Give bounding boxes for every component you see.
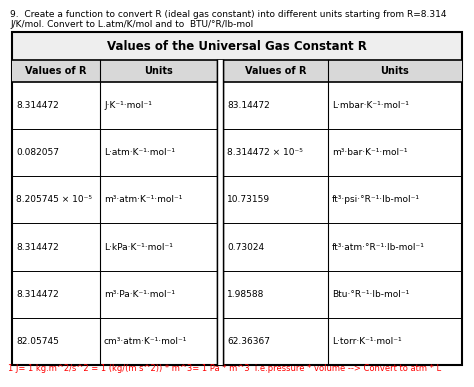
Bar bbox=[12, 60, 462, 82]
Text: Btu·°R⁻¹·lb-mol⁻¹: Btu·°R⁻¹·lb-mol⁻¹ bbox=[332, 290, 409, 299]
Text: 8.314472 × 10⁻⁵: 8.314472 × 10⁻⁵ bbox=[227, 148, 303, 157]
Text: m³·Pa·K⁻¹·mol⁻¹: m³·Pa·K⁻¹·mol⁻¹ bbox=[104, 290, 175, 299]
Text: m³·bar·K⁻¹·mol⁻¹: m³·bar·K⁻¹·mol⁻¹ bbox=[332, 148, 408, 157]
Bar bbox=[217, 60, 223, 365]
Text: 1 J= 1 kg.m^2/s^2 = 1 (kg/(m s^2)) * m^3= 1 Pa * m^3  i.e.pressure * volume --> : 1 J= 1 kg.m^2/s^2 = 1 (kg/(m s^2)) * m^3… bbox=[8, 364, 441, 373]
Text: cm³·atm·K⁻¹·mol⁻¹: cm³·atm·K⁻¹·mol⁻¹ bbox=[104, 337, 187, 346]
Text: 8.314472: 8.314472 bbox=[16, 290, 59, 299]
Text: J/K/mol. Convert to L.atm/K/mol and to  BTU/°R/lb-mol: J/K/mol. Convert to L.atm/K/mol and to B… bbox=[10, 20, 253, 29]
Text: 83.14472: 83.14472 bbox=[227, 101, 270, 110]
Bar bbox=[12, 32, 462, 365]
Text: Values of R: Values of R bbox=[245, 66, 306, 76]
Text: Units: Units bbox=[144, 66, 173, 76]
Text: 8.205745 × 10⁻⁵: 8.205745 × 10⁻⁵ bbox=[16, 195, 92, 204]
Text: ft³·atm·°R⁻¹·lb-mol⁻¹: ft³·atm·°R⁻¹·lb-mol⁻¹ bbox=[332, 243, 425, 252]
Text: Values of the Universal Gas Constant R: Values of the Universal Gas Constant R bbox=[107, 39, 367, 53]
Text: 8.314472: 8.314472 bbox=[16, 243, 59, 252]
Text: L·mbar·K⁻¹·mol⁻¹: L·mbar·K⁻¹·mol⁻¹ bbox=[332, 101, 409, 110]
Text: 8.314472: 8.314472 bbox=[16, 101, 59, 110]
Text: 0.082057: 0.082057 bbox=[16, 148, 59, 157]
Text: L·atm·K⁻¹·mol⁻¹: L·atm·K⁻¹·mol⁻¹ bbox=[104, 148, 175, 157]
Text: ft³·psi·°R⁻¹·lb-mol⁻¹: ft³·psi·°R⁻¹·lb-mol⁻¹ bbox=[332, 195, 420, 204]
Text: 1.98588: 1.98588 bbox=[227, 290, 264, 299]
Text: m³·atm·K⁻¹·mol⁻¹: m³·atm·K⁻¹·mol⁻¹ bbox=[104, 195, 182, 204]
Text: 9.  Create a function to convert R (ideal gas constant) into different units sta: 9. Create a function to convert R (ideal… bbox=[10, 10, 447, 19]
Text: 0.73024: 0.73024 bbox=[227, 243, 264, 252]
Text: Values of R: Values of R bbox=[25, 66, 87, 76]
Text: 82.05745: 82.05745 bbox=[16, 337, 59, 346]
Text: Units: Units bbox=[381, 66, 410, 76]
Text: L·kPa·K⁻¹·mol⁻¹: L·kPa·K⁻¹·mol⁻¹ bbox=[104, 243, 173, 252]
Text: L·torr·K⁻¹·mol⁻¹: L·torr·K⁻¹·mol⁻¹ bbox=[332, 337, 401, 346]
Bar bbox=[12, 32, 462, 60]
Text: J·K⁻¹·mol⁻¹: J·K⁻¹·mol⁻¹ bbox=[104, 101, 152, 110]
Text: 10.73159: 10.73159 bbox=[227, 195, 270, 204]
Text: 62.36367: 62.36367 bbox=[227, 337, 270, 346]
